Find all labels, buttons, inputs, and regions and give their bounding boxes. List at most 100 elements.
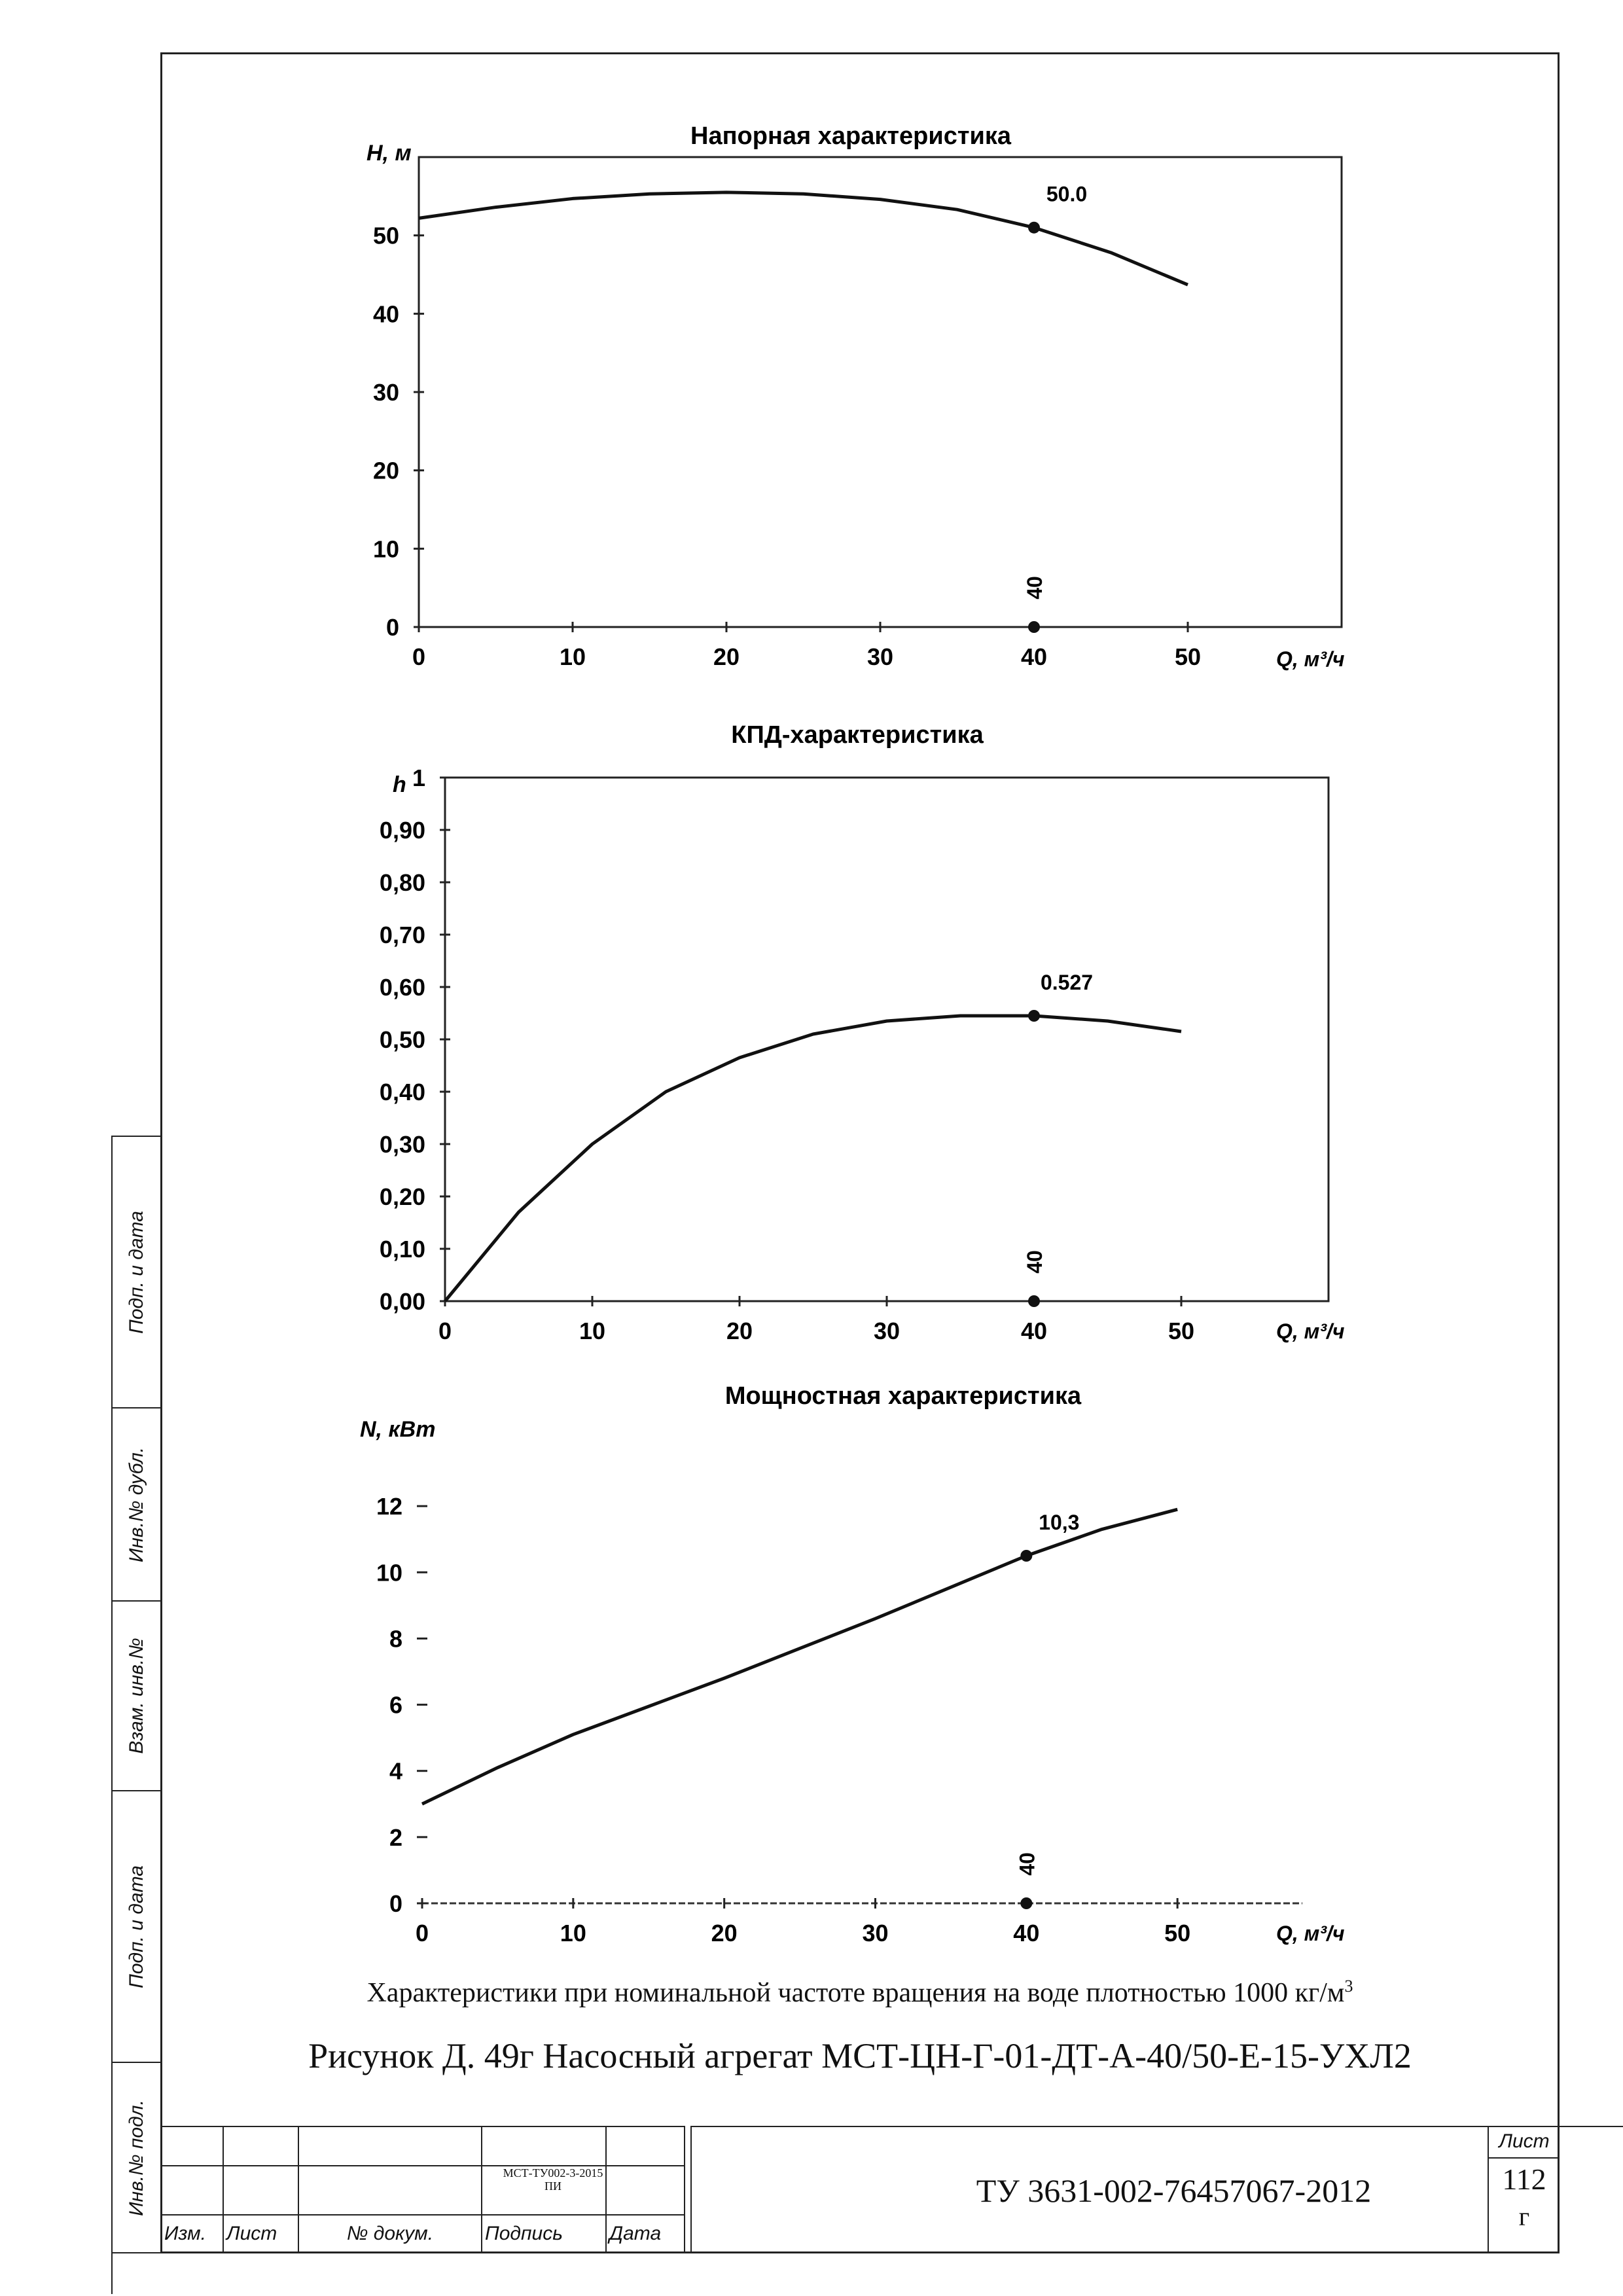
figure-caption: Рисунок Д. 49г Насосный агрегат МСТ-ЦН-Г… <box>308 2036 1412 2075</box>
doc-code: МСТ-ТУ002-3-2015 ПИ <box>461 2166 645 2193</box>
side-cell-orig-inv: Инв.№ подл. <box>111 2062 160 2253</box>
y-tick-label: 0,90 <box>380 817 425 844</box>
col-doc-number: № докум. <box>298 2214 482 2253</box>
chart-title: КПД-характеристика <box>731 721 984 749</box>
side-cell-label: Инв.№ подл. <box>125 2099 147 2216</box>
side-strip: Подп. и дата Инв.№ дубл. Взам. инв.№ Под… <box>111 1136 160 2253</box>
y-tick-label: 0,10 <box>380 1236 425 1263</box>
x-tick-label: 50 <box>1168 1318 1194 1344</box>
x-tick-label: 10 <box>560 1920 586 1946</box>
x-tick-label: 30 <box>862 1920 888 1946</box>
document-designation: ТУ 3631-002-76457067-2012 <box>690 2126 1623 2253</box>
y-tick-label: 20 <box>373 457 399 484</box>
y-tick-label: 0,80 <box>380 869 425 896</box>
y-tick-label: 1 <box>412 764 425 791</box>
y-tick-label: 12 <box>376 1493 402 1520</box>
y-tick-label: 0 <box>389 1890 402 1917</box>
sheet-number: 112 <box>1502 2162 1546 2196</box>
side-cell-dup-inv: Инв.№ дубл. <box>111 1407 160 1600</box>
y-tick-label: 0,70 <box>380 922 425 948</box>
tb-cell <box>605 2165 685 2215</box>
efficiency-chart: КПД-характеристика 0,00 0,10 0,20 0,30 0,40 0,… <box>380 721 1345 1344</box>
col-signature: Подпись <box>481 2214 607 2253</box>
x-tick-label: 40 <box>1013 1920 1039 1946</box>
y-tick-label: 0 <box>386 614 399 641</box>
side-cell-sign-date-2: Подп. и дата <box>111 1790 160 2062</box>
y-tick-label: 0,00 <box>380 1288 425 1315</box>
y-tick-label: 0,50 <box>380 1026 425 1053</box>
sheet-box: Лист 112 г <box>1488 2126 1560 2253</box>
operating-point-marker <box>1020 1550 1033 1562</box>
col-date: Дата <box>605 2214 685 2253</box>
x-tick-label: 10 <box>560 643 586 670</box>
x-tick-label: 20 <box>726 1318 753 1344</box>
axis-point-marker <box>1028 621 1040 633</box>
conditions-caption: Характеристики при номинальной частоте в… <box>160 1977 1560 2009</box>
axis-point-label: 40 <box>1023 576 1046 600</box>
y-axis-label: N, кВт <box>360 1417 435 1442</box>
y-tick-label: 0,60 <box>380 974 425 1001</box>
y-axis-label: H, м <box>366 141 412 166</box>
operating-point-label: 0.527 <box>1041 971 1093 994</box>
tb-cell <box>605 2126 685 2166</box>
y-axis-label: h <box>393 772 406 797</box>
y-tick-label: 40 <box>373 300 399 327</box>
side-cell-sign-date: Подп. и дата <box>111 1136 160 1407</box>
x-tick-label: 30 <box>867 643 893 670</box>
y-tick-label: 8 <box>389 1625 402 1652</box>
plot-frame <box>418 156 1343 628</box>
x-tick-label: 50 <box>1164 1920 1190 1946</box>
series-line <box>418 190 1188 287</box>
operating-point-marker <box>1028 1010 1040 1022</box>
sheet-suffix: г <box>1518 2202 1530 2231</box>
head-chart: Напорная характеристика 0 10 20 30 40 50 0 10 20 3… <box>366 122 1345 671</box>
chart-title: Напорная характеристика <box>690 122 1012 150</box>
col-change: Изм. <box>160 2214 224 2253</box>
x-tick-label: 0 <box>412 643 425 670</box>
title-block-table: Изм. Лист № докум. Подпись Дата <box>160 2126 685 2253</box>
x-tick-label: 20 <box>713 643 740 670</box>
x-tick-label: 10 <box>579 1318 605 1344</box>
tb-cell <box>223 2126 299 2166</box>
plot-frame <box>444 776 1330 1302</box>
x-tick-label: 40 <box>1021 643 1047 670</box>
x-tick-label: 0 <box>416 1920 429 1946</box>
doc-code-line1: МСТ-ТУ002-3-2015 <box>503 2166 603 2179</box>
y-tick-label: 30 <box>373 379 399 406</box>
tb-cell <box>298 2126 482 2166</box>
x-axis-label: Q, м³/ч <box>1276 647 1345 671</box>
y-tick-label: 0,20 <box>380 1183 425 1210</box>
operating-point-label: 10,3 <box>1039 1511 1079 1534</box>
operating-point-label: 50.0 <box>1046 183 1087 206</box>
x-tick-label: 50 <box>1175 643 1201 670</box>
tb-cell <box>481 2165 607 2215</box>
tb-cell <box>160 2126 224 2166</box>
y-tick-label: 2 <box>389 1824 402 1851</box>
conditions-superscript: 3 <box>1344 1977 1353 1996</box>
power-chart: Мощностная характеристика 0 2 4 6 8 10 12 0 10 20 3… <box>360 1382 1345 1946</box>
x-tick-label: 20 <box>711 1920 738 1946</box>
y-tick-label: 50 <box>373 223 399 249</box>
y-tick-label: 0,40 <box>380 1079 425 1105</box>
doc-code-line2: ПИ <box>544 2179 562 2193</box>
tb-cell <box>160 2165 224 2215</box>
x-tick-label: 30 <box>874 1318 900 1344</box>
x-axis-label: Q, м³/ч <box>1276 1319 1345 1343</box>
title-block: Изм. Лист № докум. Подпись Дата МСТ-ТУ00… <box>160 2126 1623 2253</box>
series-line <box>444 1014 1182 1302</box>
col-sheet: Лист <box>223 2214 299 2253</box>
tb-cell <box>223 2165 299 2215</box>
axis-point-marker <box>1020 1897 1033 1909</box>
axis-point-label: 40 <box>1015 1852 1039 1876</box>
y-tick-label: 6 <box>389 1692 402 1719</box>
series-line <box>421 1507 1178 1806</box>
y-tick-label: 0,30 <box>380 1131 425 1158</box>
conditions-text: Характеристики при номинальной частоте в… <box>366 1978 1345 2008</box>
chart-title: Мощностная характеристика <box>725 1382 1082 1410</box>
tb-cell <box>298 2165 482 2215</box>
side-cell-replace-inv: Взам. инв.№ <box>111 1600 160 1790</box>
x-axis-label: Q, м³/ч <box>1276 1922 1345 1945</box>
tb-cell <box>481 2126 607 2166</box>
y-tick-label: 10 <box>373 535 399 562</box>
x-tick-label: 0 <box>438 1318 452 1344</box>
